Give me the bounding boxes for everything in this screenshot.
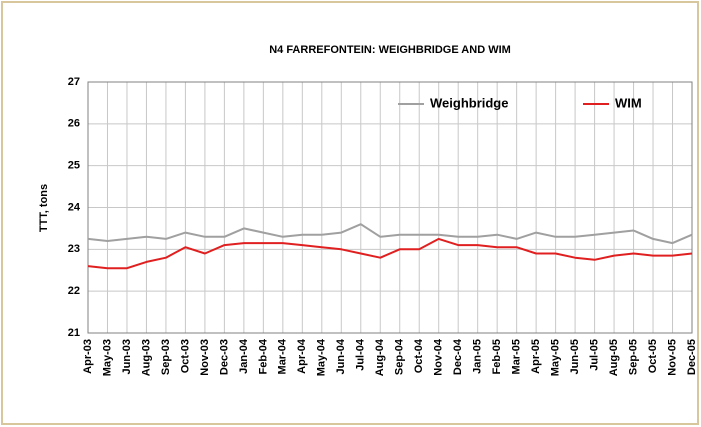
x-tick-label: Dec-04 <box>452 338 464 375</box>
x-tick-label: Aug-05 <box>608 339 620 376</box>
x-tick-label: Aug-04 <box>374 338 386 376</box>
y-tick-label: 23 <box>68 243 80 255</box>
x-tick-label: Jun-05 <box>569 339 581 374</box>
x-tick-label: Nov-03 <box>199 339 211 376</box>
y-tick-label: 26 <box>68 118 80 130</box>
x-tick-label: Dec-03 <box>218 339 230 375</box>
x-tick-label: May-03 <box>101 339 113 376</box>
x-tick-label: Dec-05 <box>686 339 698 375</box>
x-tick-label: Oct-05 <box>647 339 659 373</box>
series-line <box>87 237 693 270</box>
x-tick-label: May-05 <box>550 339 562 376</box>
x-tick-label: Aug-03 <box>140 339 152 376</box>
x-tick-label: Sep-05 <box>627 339 639 375</box>
x-tick-label: Jan-05 <box>472 339 484 374</box>
x-tick-label: Oct-04 <box>413 338 425 373</box>
y-tick-label: 24 <box>68 201 81 213</box>
x-tick-label: Jul-05 <box>588 339 600 371</box>
plot-border <box>87 81 693 334</box>
series-line <box>87 223 693 245</box>
x-tick-label: Feb-04 <box>257 338 269 374</box>
x-tick-label: May-04 <box>316 338 328 376</box>
y-axis-label: TTT, tons <box>38 184 50 232</box>
x-tick-label: Apr-04 <box>296 338 308 374</box>
y-tick-label: 21 <box>68 327 80 339</box>
x-tick-label: Nov-04 <box>433 338 445 376</box>
x-tick-label: Nov-05 <box>666 339 678 376</box>
x-tick-label: Mar-04 <box>277 338 289 374</box>
x-tick-label: Sep-04 <box>394 338 406 375</box>
legend-label: WIM <box>615 95 642 110</box>
x-tick-label: Jun-03 <box>121 339 133 374</box>
y-tick-label: 27 <box>68 76 80 88</box>
chart-title: N4 FARREFONTEIN: WEIGHBRIDGE AND WIM <box>269 44 511 56</box>
x-tick-label: Jul-04 <box>355 338 367 371</box>
x-tick-label: Feb-05 <box>491 339 503 374</box>
x-tick-label: Sep-03 <box>160 339 172 375</box>
x-tick-label: Oct-03 <box>179 339 191 373</box>
x-tick-label: Jun-04 <box>335 338 347 374</box>
y-tick-label: 22 <box>68 285 80 297</box>
x-tick-label: Jan-04 <box>238 338 250 374</box>
x-tick-label: Apr-05 <box>530 339 542 374</box>
x-tick-label: Mar-05 <box>511 339 523 374</box>
legend-label: Weighbridge <box>430 95 508 110</box>
y-tick-label: 25 <box>68 160 80 172</box>
x-tick-label: Apr-03 <box>82 339 94 374</box>
